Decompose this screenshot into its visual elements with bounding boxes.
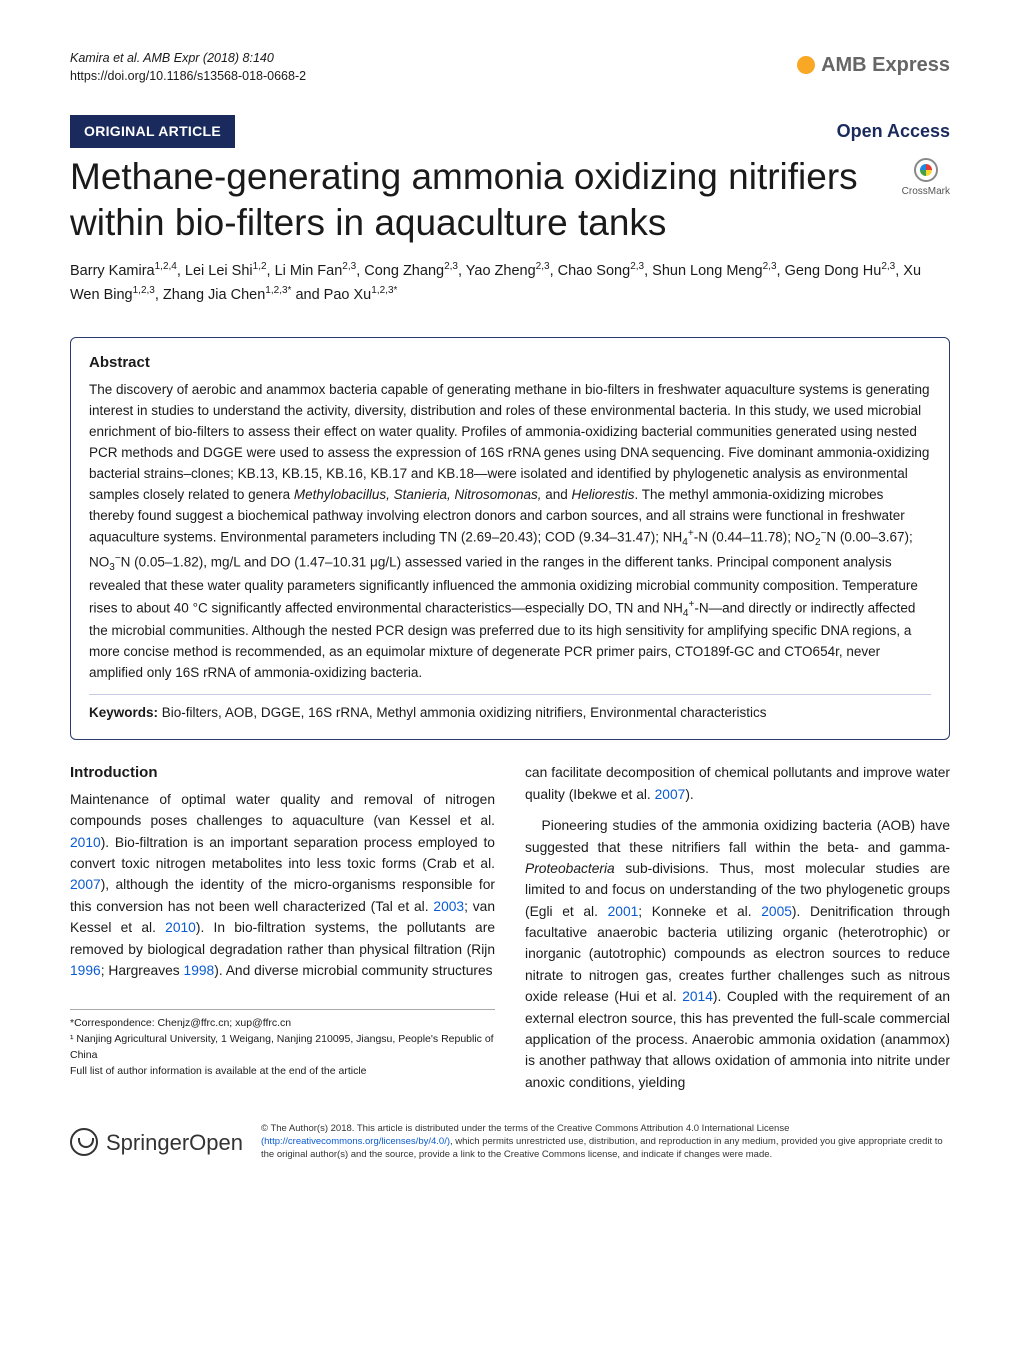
badge-row: ORIGINAL ARTICLE Open Access [70,115,950,148]
keywords-row: Keywords: Bio-filters, AOB, DGGE, 16S rR… [89,694,931,723]
title-row: Methane-generating ammonia oxidizing nit… [70,154,950,247]
springer-text: Springer [106,1130,189,1155]
intro-right-top: can facilitate decomposition of chemical… [525,762,950,805]
intro-left-text: Maintenance of optimal water quality and… [70,789,495,981]
journal-logo: AMB Express [797,50,950,80]
journal-logo-icon [797,56,815,74]
abstract-heading: Abstract [89,352,931,375]
keywords-label: Keywords: [89,705,158,720]
springer-open-text: Open [189,1130,243,1155]
page-header: Kamira et al. AMB Expr (2018) 8:140 http… [70,50,950,85]
doi-text: https://doi.org/10.1186/s13568-018-0668-… [70,68,306,86]
springer-open-logo: SpringerOpen [70,1126,243,1159]
affiliation-1: ¹ Nanjing Agricultural University, 1 Wei… [70,1032,495,1064]
page-footer: SpringerOpen © The Author(s) 2018. This … [70,1123,950,1161]
license-text: © The Author(s) 2018. This article is di… [261,1123,950,1161]
crossmark-icon [914,158,938,182]
footnotes: *Correspondence: Chenjz@ffrc.cn; xup@ffr… [70,1009,495,1079]
crossmark-label: CrossMark [902,184,950,199]
intro-right-text: Pioneering studies of the ammonia oxidiz… [525,815,950,1093]
crossmark-badge[interactable]: CrossMark [902,158,950,199]
abstract-box: Abstract The discovery of aerobic and an… [70,337,950,741]
left-column: Introduction Maintenance of optimal wate… [70,762,495,1093]
citation-block: Kamira et al. AMB Expr (2018) 8:140 http… [70,50,306,85]
right-column: can facilitate decomposition of chemical… [525,762,950,1093]
springer-icon [70,1128,98,1156]
open-access-badge: Open Access [837,118,950,145]
author-list: Barry Kamira1,2,4, Lei Lei Shi1,2, Li Mi… [70,259,950,307]
article-type-badge: ORIGINAL ARTICLE [70,115,235,148]
journal-name: AMB Express [821,50,950,80]
article-title: Methane-generating ammonia oxidizing nit… [70,154,892,247]
affiliation-note: Full list of author information is avail… [70,1064,495,1080]
citation-text: Kamira et al. AMB Expr (2018) 8:140 [70,50,306,68]
abstract-text: The discovery of aerobic and anammox bac… [89,380,931,684]
introduction-heading: Introduction [70,762,495,785]
keywords-text: Bio-filters, AOB, DGGE, 16S rRNA, Methyl… [162,705,767,720]
body-columns: Introduction Maintenance of optimal wate… [70,762,950,1093]
correspondence-note: *Correspondence: Chenjz@ffrc.cn; xup@ffr… [70,1016,495,1032]
